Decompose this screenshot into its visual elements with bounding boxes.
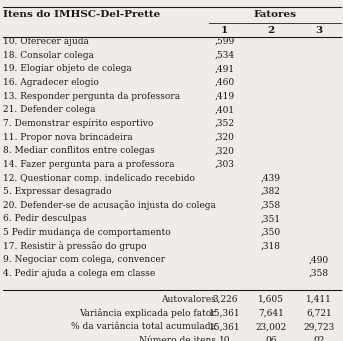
Text: ,460: ,460 xyxy=(215,78,235,87)
Text: 8. Mediar conflitos entre colegas: 8. Mediar conflitos entre colegas xyxy=(3,146,155,155)
Text: ,351: ,351 xyxy=(261,214,281,223)
Text: 9. Negociar com colega, convencer: 9. Negociar com colega, convencer xyxy=(3,255,166,264)
Text: ,401: ,401 xyxy=(215,105,235,114)
Text: 16. Agradecer elogio: 16. Agradecer elogio xyxy=(3,78,99,87)
Text: 3: 3 xyxy=(316,26,322,34)
Text: Fatores: Fatores xyxy=(254,10,297,19)
Text: ,303: ,303 xyxy=(215,160,235,169)
Text: 15,361: 15,361 xyxy=(209,322,240,331)
Text: 10. Oferecer ajuda: 10. Oferecer ajuda xyxy=(3,37,89,46)
Text: 7. Demonstrar espírito esportivo: 7. Demonstrar espírito esportivo xyxy=(3,119,154,128)
Text: 1: 1 xyxy=(221,26,228,34)
Text: ,599: ,599 xyxy=(214,37,235,46)
Text: 11. Propor nova brincadeira: 11. Propor nova brincadeira xyxy=(3,133,133,142)
Text: 02: 02 xyxy=(313,336,325,341)
Text: 17. Resistir à pressão do grupo: 17. Resistir à pressão do grupo xyxy=(3,241,147,251)
Text: 6. Pedir desculpas: 6. Pedir desculpas xyxy=(3,214,87,223)
Text: 1,605: 1,605 xyxy=(258,295,284,304)
Text: Autovalores: Autovalores xyxy=(161,295,216,304)
Text: 6,721: 6,721 xyxy=(306,309,332,317)
Text: Itens do IMHSC-Del-Prette: Itens do IMHSC-Del-Prette xyxy=(3,10,161,19)
Text: ,490: ,490 xyxy=(309,255,329,264)
Text: 12. Questionar comp. indelicado recebido: 12. Questionar comp. indelicado recebido xyxy=(3,174,196,182)
Text: ,318: ,318 xyxy=(261,242,281,251)
Text: 20. Defender-se de acusação injusta do colega: 20. Defender-se de acusação injusta do c… xyxy=(3,201,216,210)
Text: 14. Fazer pergunta para a professora: 14. Fazer pergunta para a professora xyxy=(3,160,175,169)
Text: 1,411: 1,411 xyxy=(306,295,332,304)
Text: ,358: ,358 xyxy=(309,269,329,278)
Text: ,352: ,352 xyxy=(215,119,235,128)
Text: 19. Elogiar objeto de colega: 19. Elogiar objeto de colega xyxy=(3,64,132,73)
Text: ,382: ,382 xyxy=(261,187,281,196)
Text: 5. Expressar desagrado: 5. Expressar desagrado xyxy=(3,187,112,196)
Text: 23,002: 23,002 xyxy=(255,322,287,331)
Text: ,350: ,350 xyxy=(261,228,281,237)
Text: 4. Pedir ajuda a colega em classe: 4. Pedir ajuda a colega em classe xyxy=(3,269,156,278)
Text: ,320: ,320 xyxy=(215,133,235,142)
Text: ,419: ,419 xyxy=(215,92,235,101)
Text: 5 Pedir mudança de comportamento: 5 Pedir mudança de comportamento xyxy=(3,228,171,237)
Text: 10: 10 xyxy=(219,336,230,341)
Text: 06: 06 xyxy=(265,336,277,341)
Text: 18. Consolar colega: 18. Consolar colega xyxy=(3,51,94,60)
Text: ,439: ,439 xyxy=(261,174,281,182)
Text: 15,361: 15,361 xyxy=(209,309,240,317)
Text: Número de itens: Número de itens xyxy=(139,336,216,341)
Text: ,534: ,534 xyxy=(215,51,235,60)
Text: % da variância total acumulada: % da variância total acumulada xyxy=(71,322,216,331)
Text: 7,641: 7,641 xyxy=(258,309,284,317)
Text: 21. Defender colega: 21. Defender colega xyxy=(3,105,96,114)
Text: Variância explicada pelo fator: Variância explicada pelo fator xyxy=(80,308,216,318)
Text: 3,226: 3,226 xyxy=(212,295,237,304)
Text: ,320: ,320 xyxy=(215,146,235,155)
Text: ,358: ,358 xyxy=(261,201,281,210)
Text: 13. Responder pergunta da professora: 13. Responder pergunta da professora xyxy=(3,92,180,101)
Text: 2: 2 xyxy=(267,26,275,34)
Text: 29,723: 29,723 xyxy=(303,322,335,331)
Text: ,491: ,491 xyxy=(215,64,235,73)
